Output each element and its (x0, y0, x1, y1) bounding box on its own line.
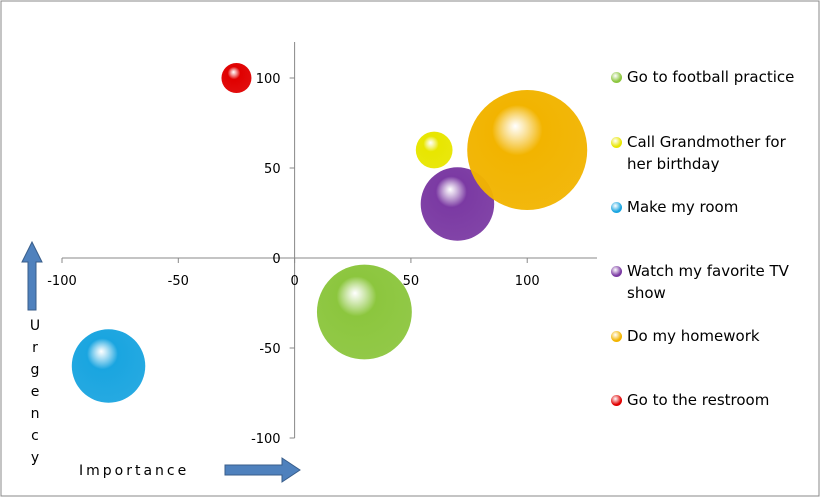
y-tick-label: 50 (264, 162, 281, 177)
y-tick-label: -100 (251, 432, 281, 447)
legend-marker (611, 331, 622, 342)
legend-entry: Go to football practice (611, 66, 811, 88)
legend-label: Go to football practice (627, 68, 795, 86)
bubble (420, 167, 495, 241)
bubble (467, 90, 588, 210)
urgency-arrow (21, 240, 43, 311)
legend-entry: Do my homework (611, 325, 811, 347)
importance-arrow (224, 457, 301, 483)
x-tick-label: -50 (168, 274, 189, 289)
legend-marker (611, 137, 622, 148)
legend-entry: Go to the restroom (611, 389, 811, 411)
y-tick-label: 100 (256, 72, 281, 87)
legend-label: Make my room (627, 198, 739, 216)
bubble (415, 131, 453, 169)
y-tick-label: -50 (259, 342, 280, 357)
legend-label: Go to the restroom (627, 391, 770, 409)
legend-marker (611, 72, 622, 83)
legend-entry: Call Grandmother for her birthday (611, 131, 811, 175)
legend-marker (611, 202, 622, 213)
x-tick-label: -100 (47, 274, 77, 289)
legend-marker (611, 266, 622, 277)
legend-label: Watch my favorite TV show (627, 262, 789, 302)
y-axis-title: Urgency (27, 318, 43, 472)
legend-entry: Make my room (611, 196, 811, 218)
legend-marker (611, 395, 622, 406)
legend-label: Do my homework (627, 327, 760, 345)
x-tick-label: 0 (290, 274, 298, 289)
bubble (316, 264, 412, 360)
y-tick-label: 0 (272, 252, 280, 267)
x-tick-label: 50 (403, 274, 420, 289)
bubble (221, 63, 252, 93)
x-tick-label: 100 (515, 274, 540, 289)
legend-label: Call Grandmother for her birthday (627, 133, 786, 173)
bubble (71, 329, 146, 403)
legend-entry: Watch my favorite TV show (611, 260, 811, 304)
x-axis-title: Importance (79, 463, 189, 479)
